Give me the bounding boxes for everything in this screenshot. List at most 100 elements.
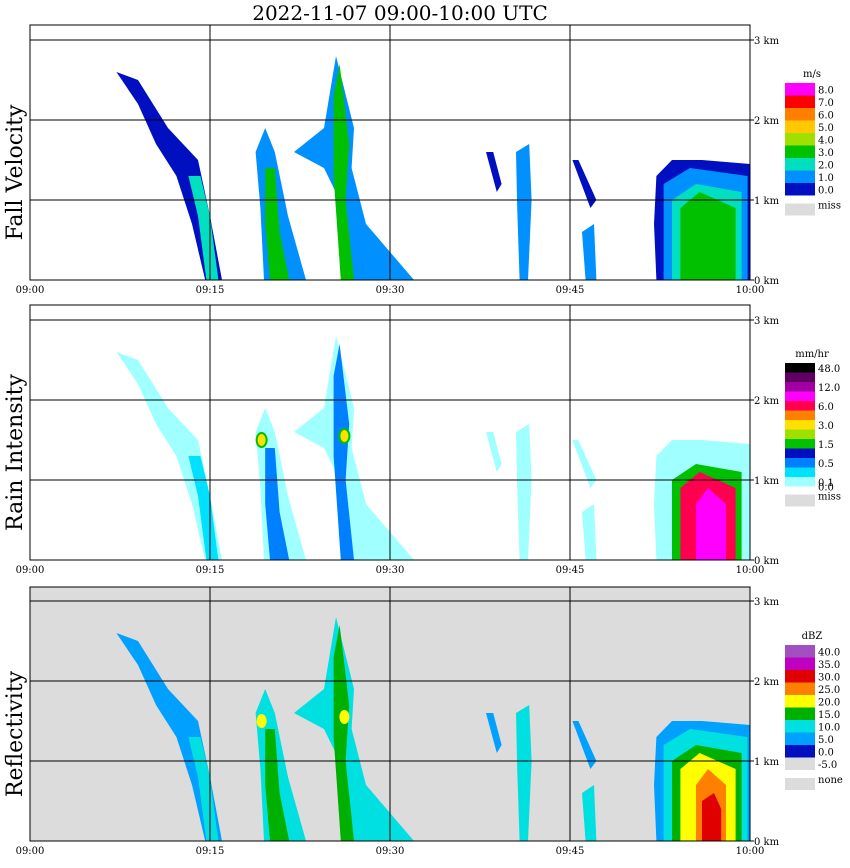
panel-label: Fall Velocity	[3, 104, 28, 240]
legend-swatch	[785, 363, 815, 373]
x-tick-label: 09:15	[196, 565, 225, 576]
echo-region	[265, 448, 290, 560]
x-tick-label: 10:00	[736, 846, 765, 857]
y-tick-label: 3 km	[754, 597, 780, 608]
x-tick-label: 09:30	[376, 846, 405, 857]
legend-label: 30.0	[818, 672, 840, 683]
legend-swatch	[785, 183, 815, 196]
legend-swatch	[785, 429, 815, 439]
legend-swatch	[785, 401, 815, 411]
echo-core	[339, 710, 350, 724]
echo-region	[333, 64, 354, 280]
y-tick-label: 1 km	[754, 196, 780, 207]
echo-region	[582, 785, 597, 841]
legend-swatch	[785, 108, 815, 121]
legend-label: 10.0	[818, 722, 840, 733]
legend-label: 7.0	[818, 98, 834, 109]
legend-swatch	[785, 133, 815, 146]
legend-label: 5.0	[818, 123, 834, 134]
x-tick-label: 09:15	[196, 285, 225, 296]
legend-unit: m/s	[803, 69, 821, 80]
legend-label: 6.0	[818, 110, 834, 121]
echo-region	[116, 352, 222, 560]
legend-swatch	[785, 670, 815, 683]
legend-unit: mm/hr	[795, 349, 829, 360]
legend-miss-swatch	[785, 494, 815, 507]
echo-region	[486, 713, 502, 753]
legend-swatch	[785, 477, 815, 487]
legend-label: 15.0	[818, 710, 840, 721]
legend-label: 0.0	[818, 747, 834, 758]
x-tick-label: 09:00	[16, 846, 45, 857]
y-tick-label: 1 km	[754, 757, 780, 768]
legend-swatch	[785, 707, 815, 720]
y-tick-label: 2 km	[754, 677, 780, 688]
legend-label: 0.5	[818, 459, 834, 470]
echo-region	[572, 721, 597, 769]
echo-region	[294, 336, 414, 560]
legend-label: 5.0	[818, 735, 834, 746]
x-tick-label: 09:45	[556, 565, 585, 576]
panel-label: Reflectivity	[3, 670, 28, 797]
legend-miss-label: none	[818, 775, 843, 786]
legend-swatch	[785, 745, 815, 758]
legend-label: 35.0	[818, 660, 840, 671]
legend-label: 20.0	[818, 697, 840, 708]
legend-swatch	[785, 410, 815, 420]
legend-miss-swatch	[785, 203, 815, 216]
panel-label: Rain Intensity	[3, 373, 28, 530]
echo-region	[516, 144, 532, 280]
legend: dBZ 40.0 35.030.0 25.020.0 15.010.0 5.00.0 -5.…	[785, 631, 843, 790]
legend-miss-label: miss	[818, 201, 841, 212]
panel-rain-intensity: 0 km 1 km 2 km 3 km 09:00 09:15 09:30 09:45 10:0…	[3, 304, 841, 576]
echo-core	[338, 428, 351, 444]
echo-region	[702, 793, 722, 841]
echo-region	[294, 617, 414, 841]
legend-swatch	[785, 757, 815, 770]
y-tick-label: 0 km	[754, 837, 780, 848]
legend-label: -5.0	[818, 760, 837, 771]
y-tick-label: 3 km	[754, 36, 780, 47]
echo-region	[582, 504, 597, 560]
legend-label: 48.0	[818, 364, 840, 375]
echo-core	[256, 714, 267, 728]
y-tick-label: 3 km	[754, 316, 780, 327]
legend-swatch	[785, 170, 815, 183]
echo-region	[294, 56, 414, 280]
echo-region	[696, 488, 726, 560]
x-tick-label: 10:00	[736, 285, 765, 296]
legend-label: 0.0	[818, 185, 834, 196]
legend-swatch	[785, 458, 815, 468]
echo-region	[333, 625, 354, 841]
echo-region	[516, 424, 532, 560]
legend: m/s 8.0 7.06.0 5.04.0 3.02.0 1.00.0 miss	[785, 69, 841, 216]
legend-label: 6.0	[818, 402, 834, 413]
legend-label: 0.0	[818, 483, 834, 494]
legend-label: 4.0	[818, 135, 834, 146]
x-tick-label: 09:15	[196, 846, 225, 857]
x-tick-label: 09:30	[376, 565, 405, 576]
echo-region	[116, 72, 222, 280]
legend-swatch	[785, 682, 815, 695]
legend-swatch	[785, 645, 815, 658]
x-tick-label: 09:00	[16, 285, 45, 296]
legend-label: 1.0	[818, 173, 834, 184]
legend-swatch	[785, 467, 815, 477]
legend-swatch	[785, 720, 815, 733]
legend-swatch	[785, 83, 815, 96]
legend-label: 3.0	[818, 421, 834, 432]
x-tick-label: 09:00	[16, 565, 45, 576]
legend-swatch	[785, 439, 815, 449]
echo-region	[572, 160, 597, 208]
y-tick-label: 0 km	[754, 556, 780, 567]
echo-region	[572, 440, 597, 488]
x-tick-label: 09:45	[556, 285, 585, 296]
echo-region	[265, 729, 290, 841]
legend-label: 3.0	[818, 148, 834, 159]
legend-label: 8.0	[818, 85, 834, 96]
legend-swatch	[785, 372, 815, 382]
panel-fall-velocity: 0 km 1 km 2 km 3 km 09:00 09:15 09:30 09:45 10:0…	[3, 24, 841, 296]
echo-region	[265, 168, 290, 280]
